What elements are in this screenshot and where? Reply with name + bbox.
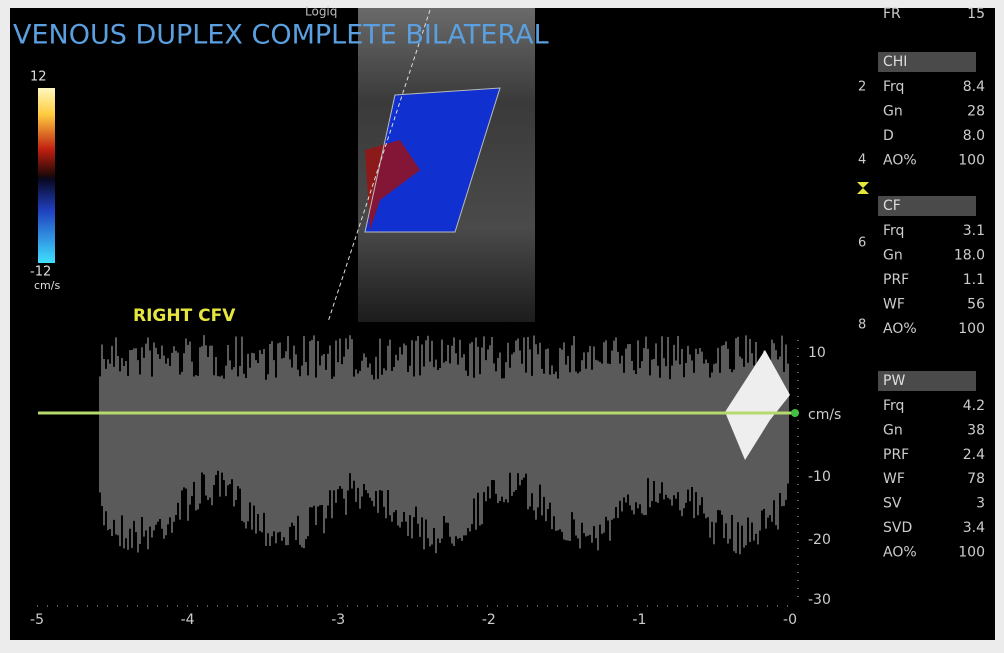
exam-title: VENOUS DUPLEX COMPLETE BILATERAL — [13, 20, 549, 51]
param-value: 18.0 — [954, 248, 985, 264]
param-value: 78 — [967, 471, 985, 487]
param-label: Frq — [883, 398, 904, 414]
param-label: Gn — [883, 422, 903, 438]
param-label: Frq — [883, 223, 904, 239]
param-label: Frq — [883, 79, 904, 95]
color-scale-min: -12 — [30, 265, 51, 280]
param-value: 100 — [958, 321, 985, 337]
param-value: 56 — [967, 297, 985, 313]
velocity-tick-label: cm/s — [808, 407, 841, 423]
time-tick-label: -2 — [482, 612, 496, 628]
depth-mark: 6 — [858, 236, 866, 251]
ultrasound-screen: 12 -12 cm/s VENOUS DUPLEX COMPLETE BILAT… — [0, 0, 1004, 649]
velocity-tick-label: -20 — [808, 532, 831, 548]
param-value: 100 — [958, 153, 985, 169]
param-label: WF — [883, 471, 905, 487]
param-value: 2.4 — [963, 447, 985, 463]
param-value: 8.0 — [963, 128, 985, 144]
param-value: 3.4 — [963, 520, 985, 536]
section-title: PW — [883, 373, 905, 389]
vessel-label: RIGHT CFV — [133, 306, 236, 326]
param-label: AO% — [883, 153, 917, 169]
time-tick-label: -0 — [783, 612, 797, 628]
param-label: SV — [883, 496, 902, 512]
param-value: 1.1 — [963, 272, 985, 288]
time-tick-label: -1 — [632, 612, 646, 628]
param-value: 3 — [976, 496, 985, 512]
param-value: 28 — [967, 104, 985, 120]
velocity-tick-label: -10 — [808, 469, 831, 485]
color-scale-max: 12 — [30, 70, 47, 85]
depth-mark: 8 — [858, 318, 866, 333]
velocity-tick-label: 10 — [808, 345, 826, 361]
param-value: 8.4 — [963, 79, 985, 95]
param-label: Gn — [883, 248, 903, 264]
param-label: SVD — [883, 520, 912, 536]
section-title: CHI — [883, 54, 907, 70]
param-value: 15 — [967, 6, 985, 22]
param-value: 3.1 — [963, 223, 985, 239]
param-label: D — [883, 128, 894, 144]
color-scale-unit: cm/s — [34, 279, 60, 292]
param-label: WF — [883, 297, 905, 313]
param-label: PRF — [883, 272, 909, 288]
time-tick-label: -5 — [30, 612, 44, 628]
section-title: CF — [883, 198, 901, 214]
param-label: Gn — [883, 104, 903, 120]
param-value: 4.2 — [963, 398, 985, 414]
param-label: AO% — [883, 321, 917, 337]
param-label: FR — [883, 6, 901, 22]
time-tick-label: -3 — [331, 612, 345, 628]
depth-mark: 4 — [858, 153, 866, 168]
color-scale-bar — [38, 88, 55, 263]
velocity-tick-label: -30 — [808, 592, 831, 608]
depth-mark: 2 — [858, 80, 866, 95]
param-label: PRF — [883, 447, 909, 463]
param-value: 100 — [958, 544, 985, 560]
time-tick-label: -4 — [181, 612, 195, 628]
param-value: 38 — [967, 422, 985, 438]
probe-label: Logiq — [305, 5, 337, 19]
param-label: AO% — [883, 544, 917, 560]
